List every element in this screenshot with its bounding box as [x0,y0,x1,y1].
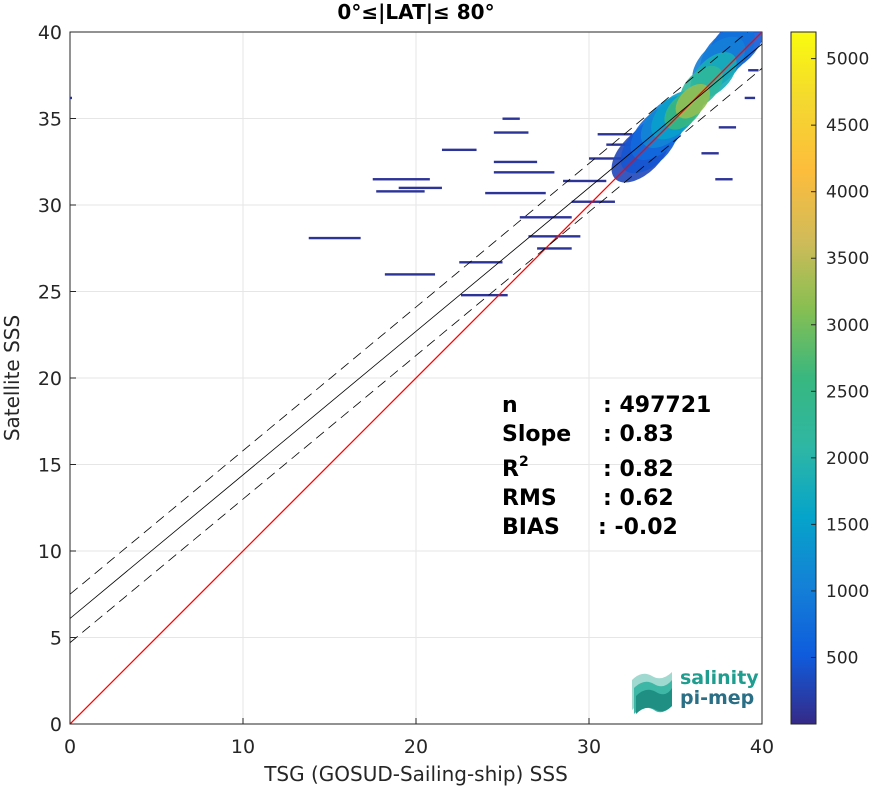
density-layer [70,32,762,297]
colorbar-tick-label: 1000 [826,582,869,602]
y-tick-label: 35 [38,109,62,131]
density-segment [563,179,607,183]
chart-title: 0°≤|LAT|≤ 80° [337,0,494,24]
y-tick-label: 20 [38,368,62,390]
colorbar-tick-labels: 500 1000 1500 2000 2500 3000 3500 4000 4500 5000 [811,50,869,668]
colorbar-tick-label: 3500 [826,249,869,269]
density-segment [441,148,477,152]
x-axis-label: TSG (GOSUD-Sailing-ship) SSS [263,762,568,786]
stat-label: R2 [502,454,529,482]
density-segment [571,200,615,203]
density-segment [459,261,503,264]
density-segment [70,96,72,100]
stat-label: RMS [502,486,557,511]
density-segment [485,191,546,195]
y-axis-label: Satellite SSS [0,315,24,441]
density-segment [519,216,572,219]
density-segment [493,131,529,134]
colorbar-tick-label: 5000 [826,50,869,70]
density-segment [372,178,430,181]
stat-superscript: 2 [519,454,529,470]
colorbar-tick-label: 4500 [826,116,869,136]
colorbar-tick-label: 2000 [826,449,869,469]
y-tick-label: 25 [38,282,62,304]
statistics-annotation: n : 497721 Slope : 0.83 R2 : 0.82 RMS : 0.62 BIA… [502,393,711,540]
stat-label: n [502,393,518,418]
logo-line2: pi-mep [680,687,754,709]
stat-value: : -0.02 [598,515,678,540]
density-segment [701,152,719,155]
density-segment [376,190,425,193]
logo-line1: salinity [680,667,759,689]
density-segment [589,157,624,160]
stat-value: : 0.83 [603,422,674,447]
density-segment [744,96,756,100]
regression-line [70,43,762,619]
x-tick-label: 40 [750,736,774,758]
y-tick-label: 40 [38,22,62,44]
density-segment [597,133,633,136]
regression-lines [70,32,762,724]
y-tick-label: 30 [38,195,62,217]
colorbar-gradient [790,31,817,725]
density-segment [718,126,737,129]
identity-line [70,32,762,724]
y-tick-label: 15 [38,455,62,477]
x-tick-labels: 0 10 20 30 40 [64,718,774,758]
x-tick-label: 0 [64,736,76,758]
density-segment [537,247,572,250]
density-segment [493,160,538,164]
density-segment [502,117,520,120]
y-tick-label: 5 [50,628,62,650]
y-tick-labels: 0 5 10 15 20 25 30 35 40 [38,22,76,736]
colorbar-tick-label: 4000 [826,183,869,203]
density-segment [308,236,361,240]
density-segment [748,69,759,72]
stat-value: : 0.82 [603,457,674,482]
y-tick-label: 10 [38,541,62,563]
logo-wave-icon [632,672,672,714]
x-tick-label: 10 [231,736,255,758]
density-segment [493,171,555,174]
density-segment [715,178,733,181]
density-segment [460,293,508,297]
colorbar-tick-label: 3000 [826,316,869,336]
stat-label: Slope [502,422,571,447]
x-tick-label: 20 [404,736,428,758]
regression-lower-line [70,68,762,643]
x-tick-label: 30 [577,736,601,758]
colorbar-tick-label: 1500 [826,515,869,535]
salinity-pi-mep-logo: salinity pi-mep [632,667,759,714]
regression-upper-line [70,32,749,595]
density-segment [398,186,442,190]
colorbar: 500 1000 1500 2000 2500 3000 3500 4000 4500 5000 [790,31,869,725]
stat-value: : 0.62 [603,486,674,511]
density-segment [384,273,436,276]
colorbar-tick-label: 2500 [826,382,869,402]
stat-value: : 497721 [603,393,711,418]
density-segment [528,235,581,238]
y-tick-label: 0 [50,714,62,736]
stat-label: BIAS [502,515,560,540]
colorbar-tick-label: 500 [826,648,858,668]
